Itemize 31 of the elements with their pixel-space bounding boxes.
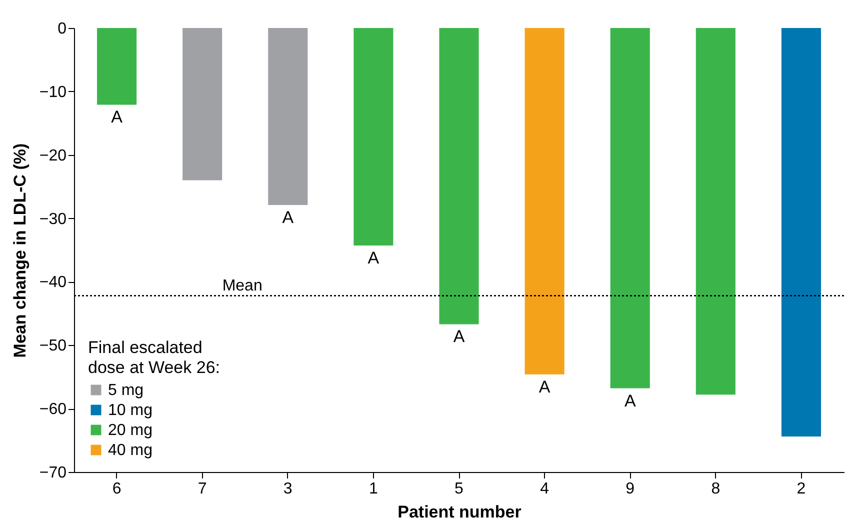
- annotation: A: [538, 377, 551, 396]
- x-tick-label: 3: [283, 480, 292, 498]
- x-axis-title: Patient number: [398, 502, 522, 522]
- x-tick-label: 6: [112, 480, 122, 498]
- y-tick-label: −60: [39, 401, 67, 418]
- y-tick-label: −50: [39, 338, 67, 355]
- x-tick-label: 4: [540, 480, 550, 498]
- legend-label: 5 mg: [108, 382, 144, 399]
- annotation: A: [453, 327, 466, 346]
- y-tick-label: 0: [58, 20, 67, 38]
- legend-title: Final escalated dose at Week 26:: [88, 338, 220, 377]
- x-tick-label: 2: [796, 480, 806, 498]
- annotation: A: [368, 248, 380, 268]
- legend-label: 40 mg: [108, 442, 152, 459]
- x-tick-label: 9: [626, 480, 635, 498]
- annotation: A: [624, 391, 636, 410]
- y-tick-label: −40: [39, 274, 67, 292]
- x-tick-label: 7: [198, 480, 207, 498]
- x-tick-label: 5: [454, 480, 464, 498]
- annotation: A: [111, 108, 124, 127]
- y-tick-label: −30: [39, 210, 67, 228]
- y-tick-label: −20: [39, 147, 67, 164]
- x-tick-label: 8: [711, 480, 720, 498]
- y-axis-title: Mean change in LDL-C (%): [10, 143, 30, 358]
- y-tick-label: −70: [39, 464, 67, 482]
- y-tick-label: −10: [39, 84, 67, 101]
- legend-label: 10 mg: [108, 402, 152, 419]
- annotation: A: [282, 208, 294, 227]
- x-tick-label: 1: [368, 480, 378, 498]
- legend-label: 20 mg: [108, 422, 152, 439]
- ref-line-label: Mean: [222, 278, 262, 295]
